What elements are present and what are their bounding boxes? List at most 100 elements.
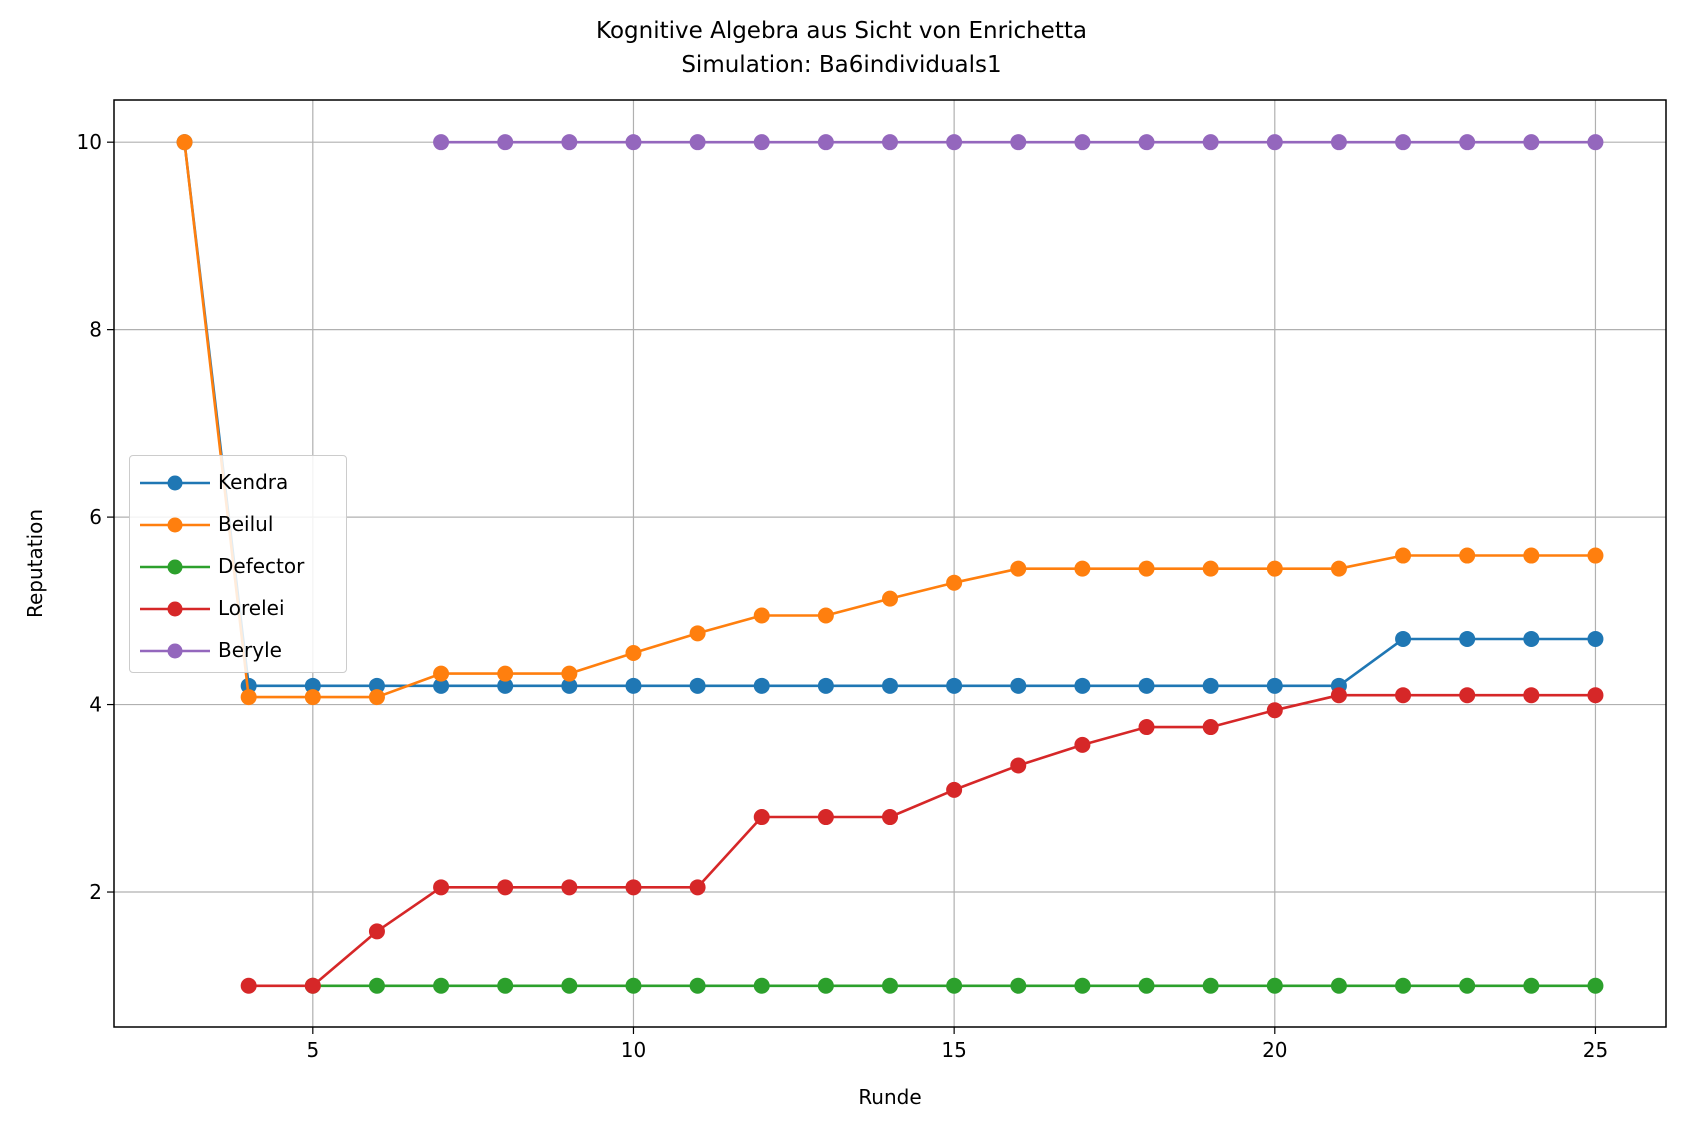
data-point-kendra [368,677,385,694]
data-point-beilul [1010,560,1027,577]
series-defector [304,977,1604,994]
data-point-beryle [625,134,642,151]
data-point-beilul [1330,560,1347,577]
data-point-beilul [561,665,578,682]
data-point-beryle [1523,134,1540,151]
data-point-kendra [1266,677,1283,694]
data-point-defector [433,977,450,994]
data-point-lorelei [497,879,514,896]
data-point-defector [1587,977,1604,994]
legend-label-defector: Defector [218,554,305,578]
data-point-kendra [625,677,642,694]
legend-item-beilul: Beilul [130,510,346,540]
series-line-lorelei [248,693,1596,988]
data-point-beilul [1523,547,1540,564]
data-point-defector [1202,977,1219,994]
series-beilul [176,134,1604,706]
series-lorelei [240,687,1604,994]
data-point-lorelei [433,879,450,896]
data-point-beryle [689,134,706,151]
x-tick-label: 15 [941,1038,966,1062]
data-point-kendra [561,677,578,694]
data-point-lorelei [1010,757,1027,774]
legend: Kendra Beilul Defector Lorelei Beryle [129,455,347,673]
legend-marker-beryle [140,643,210,659]
data-point-beryle [1074,134,1091,151]
series-beryle [433,134,1604,151]
legend-item-lorelei: Lorelei [130,594,346,624]
data-point-beilul [753,607,770,624]
data-point-lorelei [1459,687,1476,704]
data-point-beilul [689,625,706,642]
data-point-lorelei [625,879,642,896]
y-tick-label: 6 [89,505,102,529]
y-tick-label: 10 [77,130,102,154]
data-point-lorelei [946,781,963,798]
data-point-lorelei [1074,736,1091,753]
chart-title: Kognitive Algebra aus Sicht von Enrichet… [596,18,1087,44]
data-point-kendra [1459,630,1476,647]
x-tick-label: 5 [306,1038,319,1062]
y-tick-label: 4 [89,693,102,717]
legend-label-beryle: Beryle [218,638,282,662]
data-point-beryle [561,134,578,151]
data-point-lorelei [1395,687,1412,704]
data-point-beryle [1459,134,1476,151]
data-point-lorelei [240,977,257,994]
data-point-beilul [176,134,193,151]
data-point-kendra [1010,677,1027,694]
data-point-kendra [882,677,898,694]
series-line-beilul [183,142,1596,699]
data-point-beryle [817,134,834,151]
data-point-defector [368,977,385,994]
data-point-lorelei [882,809,898,826]
data-point-beilul [304,689,321,706]
legend-label-kendra: Kendra [218,470,289,494]
data-point-beilul [946,574,963,591]
legend-marker-lorelei [140,601,210,617]
data-point-kendra [689,677,706,694]
data-point-defector [1459,977,1476,994]
data-point-lorelei [561,879,578,896]
x-tick-label: 25 [1583,1038,1608,1062]
data-point-defector [1138,977,1155,994]
data-point-beilul [368,689,385,706]
data-point-defector [946,977,963,994]
data-point-kendra [753,677,770,694]
y-tick-label: 2 [89,880,102,904]
data-point-kendra [433,677,450,694]
data-point-beryle [882,134,898,151]
y-axis-label: Reputation [23,509,47,618]
legend-item-beryle: Beryle [130,636,346,666]
data-point-beryle [1266,134,1283,151]
series-kendra [176,134,1604,694]
data-point-beryle [1010,134,1027,151]
data-point-defector [561,977,578,994]
data-point-lorelei [1266,702,1283,719]
legend-label-beilul: Beilul [218,512,274,536]
x-tick-label: 10 [621,1038,646,1062]
data-point-kendra [1395,630,1412,647]
data-point-beilul [1459,547,1476,564]
data-point-lorelei [304,977,321,994]
data-point-beilul [882,590,898,607]
data-point-beilul [1202,560,1219,577]
legend-marker-kendra [140,475,210,491]
data-point-defector [882,977,898,994]
x-axis-label: Runde [858,1085,921,1109]
data-point-beryle [1202,134,1219,151]
data-point-beryle [1587,134,1604,151]
legend-item-kendra: Kendra [130,468,346,498]
data-point-beryle [946,134,963,151]
data-point-defector [497,977,514,994]
data-point-defector [753,977,770,994]
data-point-kendra [1138,677,1155,694]
data-point-beryle [753,134,770,151]
series-layer [176,134,1604,994]
data-point-kendra [304,677,321,694]
data-point-beilul [1395,547,1412,564]
data-point-defector [689,977,706,994]
data-point-beilul [1138,560,1155,577]
grid [114,100,1666,1027]
plot-frame [113,99,1667,1028]
